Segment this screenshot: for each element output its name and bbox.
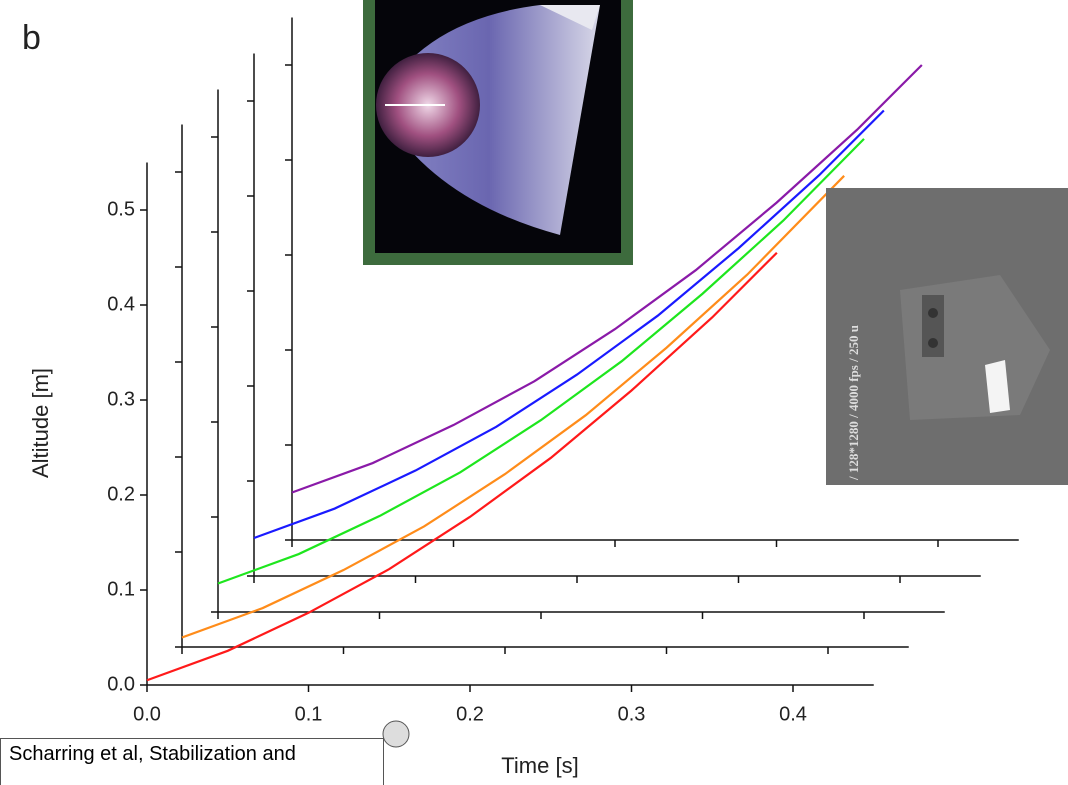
y-axis-label: Altitude [m]	[28, 368, 53, 478]
series-line	[146, 251, 778, 682]
y-tick-label: 0.5	[107, 198, 135, 220]
x-axis-label: Time [s]	[501, 753, 578, 778]
series-line	[181, 175, 845, 639]
x-tick-label: 0.1	[295, 703, 323, 725]
series-line	[291, 64, 923, 494]
x-tick-label: 0.3	[618, 703, 646, 725]
x-tick-label: 0.4	[779, 703, 807, 725]
inset-photo: / 128*1280 / 4000 fps / 250 u	[826, 188, 1068, 485]
caption: Scharring et al, Stabilization and	[0, 738, 384, 785]
inset-text: / 128*1280 / 4000 fps / 250 u	[846, 325, 861, 481]
series-line	[217, 138, 865, 585]
y-tick-label: 0.2	[107, 483, 135, 505]
note-icon	[382, 720, 410, 748]
y-tick-label: 0.3	[107, 388, 135, 410]
x-tick-label: 0.0	[133, 703, 161, 725]
y-tick-label: 0.4	[107, 293, 135, 315]
inset-photo	[363, 0, 633, 265]
x-tick-label: 0.2	[456, 703, 484, 725]
series-line	[253, 109, 885, 540]
y-tick-label: 0.0	[107, 673, 135, 695]
panel-label: b	[22, 19, 41, 57]
y-tick-label: 0.1	[107, 578, 135, 600]
